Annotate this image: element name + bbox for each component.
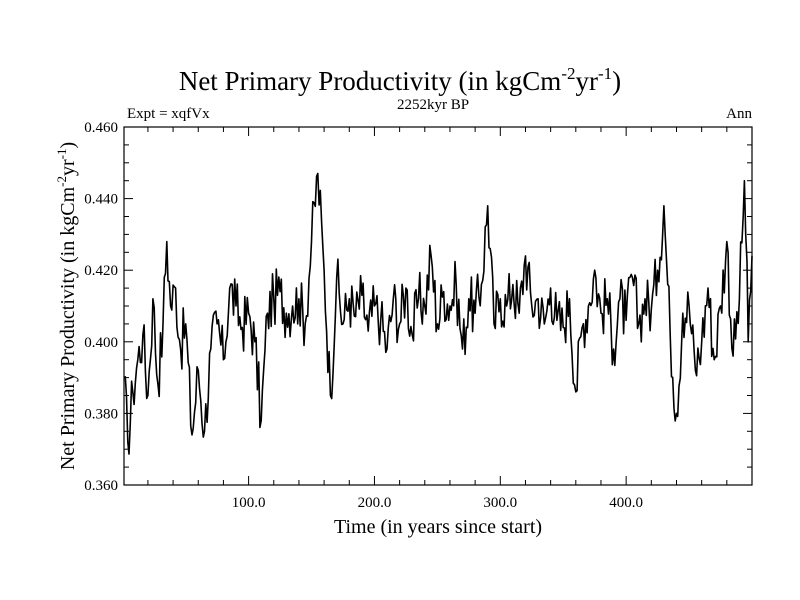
y-axis-label-sup1: -2 [54, 176, 69, 187]
chart-title-sup2: -1 [598, 64, 612, 83]
y-tick-label: 0.400 [84, 335, 118, 351]
chart-title-end: ) [612, 66, 621, 96]
x-tick-label: 400.0 [609, 495, 643, 511]
x-axis-ticks: 100.0 200.0 300.0 400.0 [147, 127, 753, 511]
y-tick-label: 0.420 [84, 263, 118, 279]
y-tick-label: 0.360 [84, 478, 118, 494]
x-tick-label: 100.0 [232, 495, 266, 511]
subtitle-center: 2252kyr BP [397, 97, 469, 113]
y-tick-label: 0.460 [84, 120, 118, 136]
subtitle-left: Expt = xqfVx [127, 106, 210, 122]
y-axis-label-end: ) [57, 142, 79, 149]
chart-title: Net Primary Productivity (in kgCm-2yr-1) [179, 64, 621, 96]
chart-title-mid: yr [575, 66, 598, 96]
plot-frame [123, 126, 753, 486]
subtitle-right: Ann [726, 106, 752, 122]
y-axis-label-sup2: -1 [54, 149, 69, 160]
y-axis-label: Net Primary Productivity (in kgCm-2yr-1) [54, 142, 79, 470]
y-tick-label: 0.440 [84, 192, 118, 208]
y-axis-ticks: 0.360 0.380 0.400 0.420 0.440 0.460 [84, 120, 752, 494]
x-tick-label: 300.0 [483, 495, 517, 511]
y-axis-label-mid: yr [57, 159, 79, 176]
x-tick-label: 200.0 [358, 495, 392, 511]
y-tick-label: 0.380 [84, 406, 118, 422]
chart-title-main: Net Primary Productivity (in kgCm [179, 66, 561, 96]
x-axis-label: Time (in years since start) [334, 516, 542, 538]
npp-series-line [123, 172, 753, 455]
chart-title-sup1: -2 [561, 64, 575, 83]
y-axis-label-main: Net Primary Productivity (in kgCm [57, 186, 79, 470]
